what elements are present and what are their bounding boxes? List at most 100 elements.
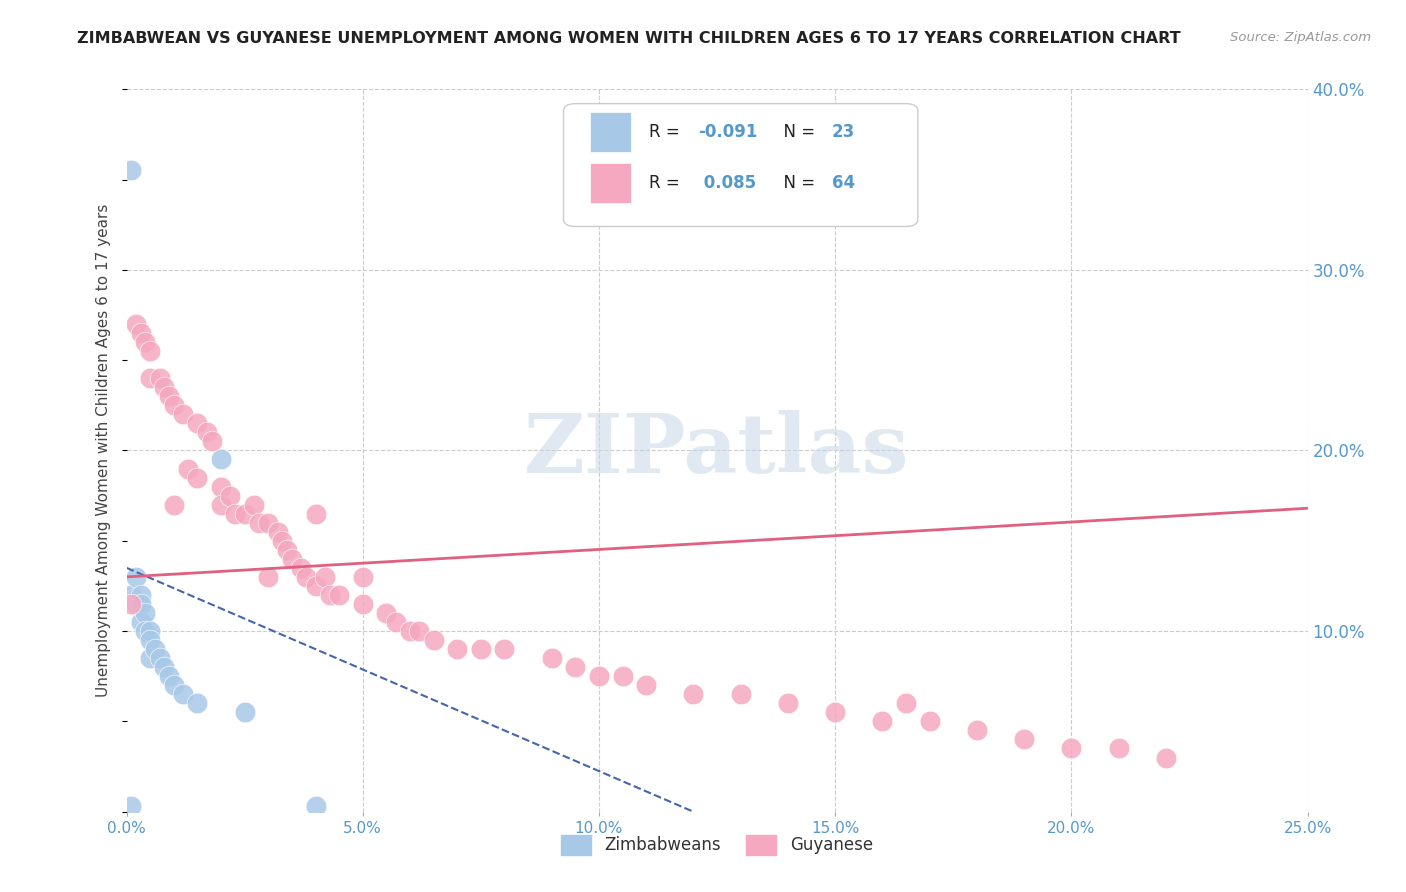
Point — [872, 714, 894, 729]
Point — [186, 417, 208, 431]
Point — [134, 624, 156, 639]
Text: N =: N = — [772, 174, 820, 192]
Point — [163, 498, 186, 512]
Point — [290, 561, 312, 575]
Point — [134, 606, 156, 620]
Point — [139, 633, 162, 648]
Point — [385, 615, 408, 629]
Point — [271, 533, 294, 548]
Point — [120, 588, 142, 602]
Text: 64: 64 — [831, 174, 855, 192]
Point — [295, 570, 318, 584]
Point — [129, 597, 152, 611]
Point — [257, 516, 280, 530]
Point — [233, 706, 256, 720]
Point — [157, 389, 180, 403]
Point — [149, 651, 172, 665]
Point — [120, 799, 142, 814]
Point — [470, 642, 492, 657]
Text: 23: 23 — [831, 123, 855, 141]
Point — [195, 425, 218, 440]
Point — [540, 651, 562, 665]
Point — [209, 480, 232, 494]
Point — [149, 371, 172, 385]
Point — [422, 633, 444, 648]
Point — [446, 642, 468, 657]
Point — [1060, 741, 1083, 756]
Point — [129, 326, 152, 340]
Point — [776, 697, 799, 711]
Point — [352, 570, 374, 584]
Point — [186, 470, 208, 484]
Point — [636, 678, 658, 692]
Point — [233, 507, 256, 521]
Point — [966, 723, 988, 738]
Point — [314, 570, 336, 584]
Point — [328, 588, 350, 602]
Point — [612, 669, 634, 683]
Point — [224, 507, 246, 521]
Point — [153, 380, 176, 394]
Point — [564, 660, 586, 674]
Point — [163, 678, 186, 692]
Point — [120, 163, 142, 178]
Text: N =: N = — [772, 123, 820, 141]
Point — [209, 498, 232, 512]
Point — [172, 687, 194, 701]
Point — [200, 434, 222, 449]
Point — [243, 498, 266, 512]
Point — [125, 317, 148, 331]
Point — [399, 624, 422, 639]
Point — [318, 588, 340, 602]
Text: R =: R = — [648, 123, 685, 141]
Point — [494, 642, 516, 657]
Point — [153, 660, 176, 674]
Point — [143, 642, 166, 657]
Legend: Zimbabweans, Guyanese: Zimbabweans, Guyanese — [555, 829, 879, 861]
Point — [125, 570, 148, 584]
Point — [304, 799, 326, 814]
Point — [730, 687, 752, 701]
Point — [267, 524, 290, 539]
Point — [209, 452, 232, 467]
Point — [1012, 732, 1035, 747]
Point — [304, 579, 326, 593]
Point — [134, 334, 156, 349]
Point — [1108, 741, 1130, 756]
Point — [219, 489, 242, 503]
Point — [682, 687, 704, 701]
Point — [186, 697, 208, 711]
Point — [824, 706, 846, 720]
Point — [276, 542, 298, 557]
Point — [408, 624, 430, 639]
Point — [375, 606, 398, 620]
Point — [157, 669, 180, 683]
Point — [247, 516, 270, 530]
Text: Source: ZipAtlas.com: Source: ZipAtlas.com — [1230, 31, 1371, 45]
Text: 0.085: 0.085 — [699, 174, 756, 192]
Text: ZIMBABWEAN VS GUYANESE UNEMPLOYMENT AMONG WOMEN WITH CHILDREN AGES 6 TO 17 YEARS: ZIMBABWEAN VS GUYANESE UNEMPLOYMENT AMON… — [77, 31, 1181, 46]
FancyBboxPatch shape — [564, 103, 918, 227]
Point — [172, 407, 194, 422]
Y-axis label: Unemployment Among Women with Children Ages 6 to 17 years: Unemployment Among Women with Children A… — [96, 203, 111, 698]
Text: R =: R = — [648, 174, 685, 192]
Point — [894, 697, 917, 711]
Point — [139, 624, 162, 639]
FancyBboxPatch shape — [589, 163, 631, 203]
Point — [304, 507, 326, 521]
Point — [125, 597, 148, 611]
Point — [352, 597, 374, 611]
Point — [139, 344, 162, 359]
Point — [139, 371, 162, 385]
Point — [588, 669, 610, 683]
Point — [129, 588, 152, 602]
FancyBboxPatch shape — [589, 112, 631, 152]
Point — [177, 461, 200, 475]
Point — [139, 651, 162, 665]
Point — [163, 398, 186, 412]
Point — [257, 570, 280, 584]
Point — [120, 597, 142, 611]
Text: ZIPatlas: ZIPatlas — [524, 410, 910, 491]
Point — [1154, 750, 1177, 764]
Point — [918, 714, 941, 729]
